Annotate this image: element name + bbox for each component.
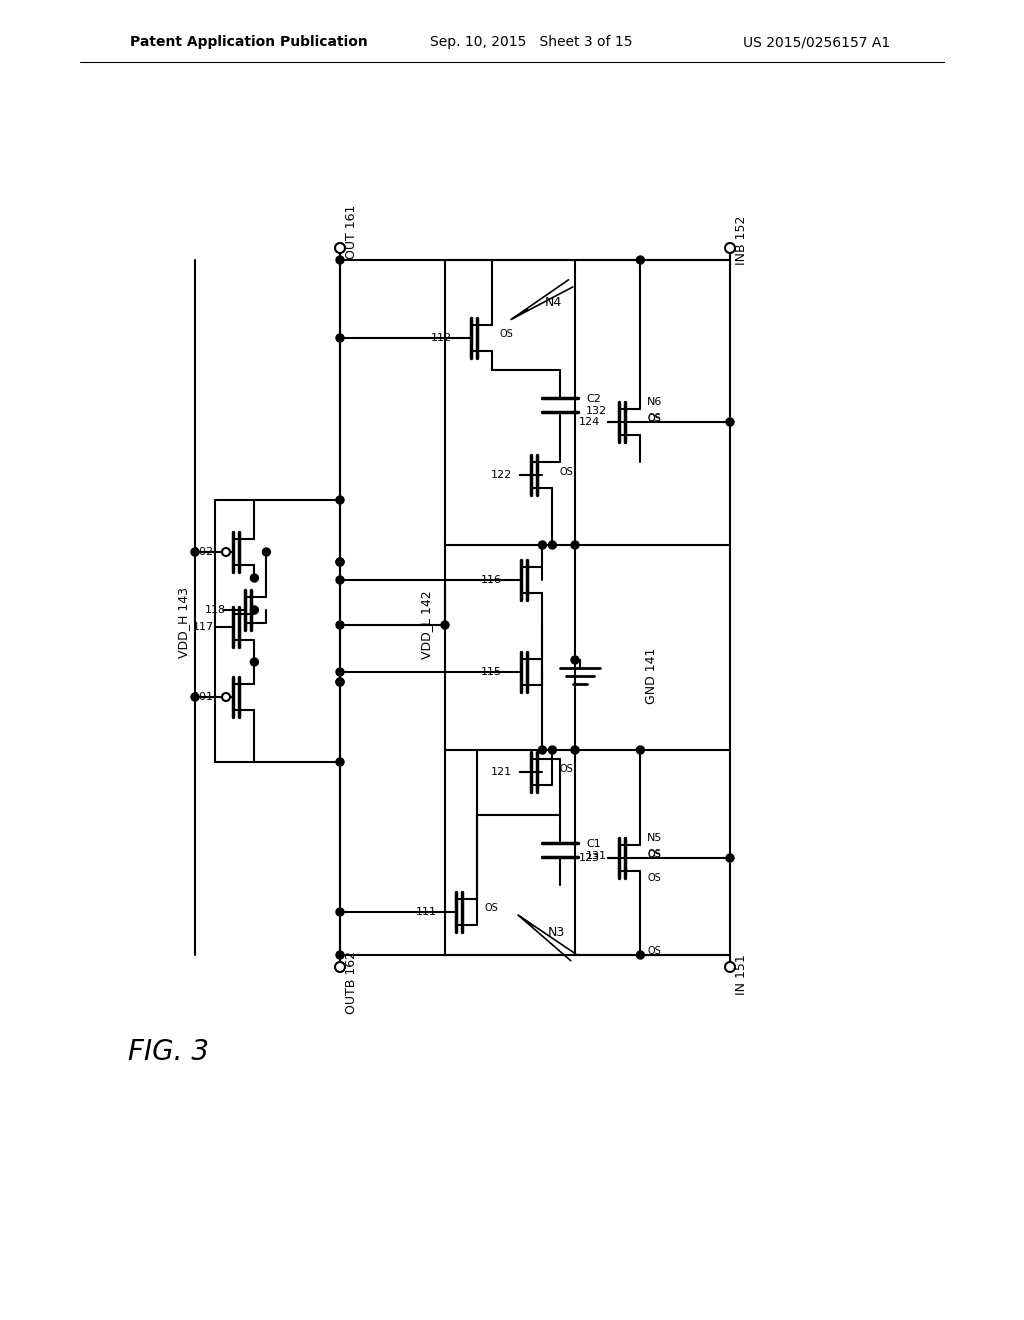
Circle shape xyxy=(726,854,734,862)
Text: 117: 117 xyxy=(193,622,214,632)
Text: N5: N5 xyxy=(647,833,663,843)
Circle shape xyxy=(336,558,344,566)
Circle shape xyxy=(539,746,547,754)
Text: N3: N3 xyxy=(548,925,565,939)
Circle shape xyxy=(222,693,230,701)
Text: OUTB 162: OUTB 162 xyxy=(345,952,358,1015)
Text: 111: 111 xyxy=(416,907,437,917)
Text: 122: 122 xyxy=(490,470,512,480)
Text: 116: 116 xyxy=(481,576,502,585)
Circle shape xyxy=(251,574,258,582)
Circle shape xyxy=(726,418,734,426)
Circle shape xyxy=(222,548,230,556)
Text: C1: C1 xyxy=(586,840,601,849)
Text: 102: 102 xyxy=(193,546,214,557)
Circle shape xyxy=(549,746,556,754)
Circle shape xyxy=(336,620,344,630)
Text: 131: 131 xyxy=(586,851,607,861)
Text: OS: OS xyxy=(647,873,662,883)
Circle shape xyxy=(191,693,199,701)
Text: OS: OS xyxy=(647,946,662,956)
Text: 121: 121 xyxy=(490,767,512,777)
Circle shape xyxy=(636,256,644,264)
Text: OS: OS xyxy=(500,329,513,339)
Circle shape xyxy=(336,496,344,504)
Text: 112: 112 xyxy=(431,333,452,343)
Text: OS: OS xyxy=(647,414,662,424)
Circle shape xyxy=(336,558,344,566)
Circle shape xyxy=(725,243,735,253)
Text: N4: N4 xyxy=(545,296,562,309)
Text: 118: 118 xyxy=(205,605,226,615)
Circle shape xyxy=(336,576,344,583)
Text: 132: 132 xyxy=(586,407,607,416)
Text: N6: N6 xyxy=(647,397,663,407)
Text: OS: OS xyxy=(647,413,662,422)
Text: Patent Application Publication: Patent Application Publication xyxy=(130,36,368,49)
Text: C2: C2 xyxy=(586,393,601,404)
Circle shape xyxy=(571,746,579,754)
Circle shape xyxy=(549,541,556,549)
Text: INB 152: INB 152 xyxy=(735,215,748,265)
Text: 101: 101 xyxy=(193,692,214,702)
Circle shape xyxy=(336,256,344,264)
Circle shape xyxy=(336,950,344,960)
Text: OS: OS xyxy=(484,903,499,913)
Text: OUT 161: OUT 161 xyxy=(345,205,358,259)
Circle shape xyxy=(336,668,344,676)
Circle shape xyxy=(335,962,345,972)
Text: VDD_L 142: VDD_L 142 xyxy=(420,590,433,659)
Circle shape xyxy=(725,962,735,972)
Circle shape xyxy=(336,334,344,342)
Circle shape xyxy=(336,908,344,916)
Circle shape xyxy=(571,541,579,549)
Circle shape xyxy=(336,678,344,686)
Text: VDD_H 143: VDD_H 143 xyxy=(177,586,190,657)
Text: OS: OS xyxy=(647,849,662,859)
Text: GND 141: GND 141 xyxy=(645,648,658,704)
Text: US 2015/0256157 A1: US 2015/0256157 A1 xyxy=(742,36,890,49)
Circle shape xyxy=(191,548,199,556)
Circle shape xyxy=(636,746,644,754)
Circle shape xyxy=(539,541,547,549)
Circle shape xyxy=(335,243,345,253)
Text: IN 151: IN 151 xyxy=(735,954,748,995)
Circle shape xyxy=(336,678,344,686)
Text: OS: OS xyxy=(559,764,573,774)
Text: 123: 123 xyxy=(579,853,600,863)
Text: 124: 124 xyxy=(579,417,600,426)
Text: Sep. 10, 2015   Sheet 3 of 15: Sep. 10, 2015 Sheet 3 of 15 xyxy=(430,36,633,49)
Circle shape xyxy=(251,606,258,614)
Circle shape xyxy=(262,548,270,556)
Text: 115: 115 xyxy=(481,667,502,677)
Circle shape xyxy=(571,656,579,664)
Circle shape xyxy=(636,950,644,960)
Circle shape xyxy=(336,758,344,766)
Circle shape xyxy=(251,657,258,667)
Text: FIG. 3: FIG. 3 xyxy=(128,1038,209,1067)
Circle shape xyxy=(441,620,449,630)
Text: OS: OS xyxy=(647,850,662,861)
Text: OS: OS xyxy=(559,467,573,477)
